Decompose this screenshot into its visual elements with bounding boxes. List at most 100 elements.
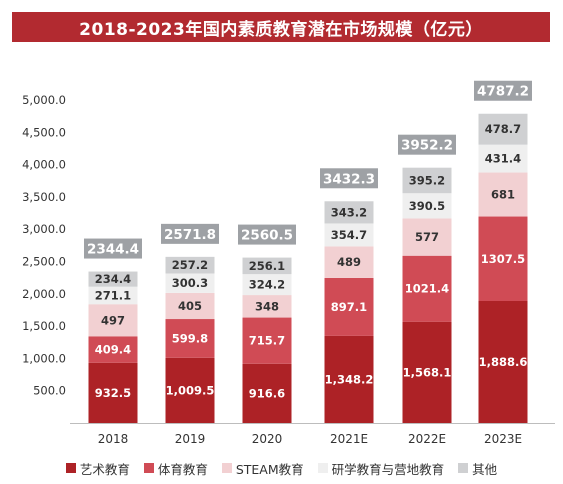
legend-label-study-camp: 研学教育与营地教育 bbox=[331, 461, 445, 477]
bar-segment bbox=[478, 216, 528, 301]
data-label: 681 bbox=[491, 188, 515, 202]
y-tick-label: 500.0 bbox=[33, 384, 66, 398]
x-tick-label: 2021E bbox=[330, 432, 368, 446]
data-label: 390.5 bbox=[409, 199, 445, 213]
bar-segment bbox=[402, 255, 452, 322]
bar-segment bbox=[88, 362, 138, 423]
bar-segment bbox=[324, 246, 374, 278]
bar-segment bbox=[324, 277, 374, 336]
bar-segment bbox=[478, 172, 528, 217]
bar-segment bbox=[88, 304, 138, 337]
legend-item-steam: STEAM教育 bbox=[221, 459, 304, 478]
y-tick-label: 4,500.0 bbox=[22, 125, 66, 139]
data-label: 257.2 bbox=[172, 258, 208, 272]
chart-title: 2018-2023年国内素质教育潜在市场规模（亿元） bbox=[12, 12, 550, 42]
legend-label-steam: STEAM教育 bbox=[235, 461, 304, 477]
legend-item-art: 艺术教育 bbox=[65, 459, 130, 478]
data-label: 897.1 bbox=[331, 300, 367, 314]
total-badge bbox=[161, 223, 219, 244]
bar-segment bbox=[165, 273, 215, 293]
data-label: 234.4 bbox=[95, 272, 131, 286]
data-label: 300.3 bbox=[172, 276, 208, 290]
data-label: 431.4 bbox=[485, 152, 521, 166]
bar-segment bbox=[88, 271, 138, 287]
data-label: 497 bbox=[101, 313, 125, 327]
legend-label-other: 其他 bbox=[472, 461, 498, 477]
data-label: 1,009.5 bbox=[166, 383, 215, 397]
total-badge bbox=[320, 168, 378, 189]
total-label: 2344.4 bbox=[87, 242, 139, 258]
legend-item-other: 其他 bbox=[458, 459, 497, 478]
legend-swatch-steam bbox=[221, 463, 232, 473]
y-tick-label: 2,000.0 bbox=[22, 287, 66, 301]
legend-item-study-camp: 研学教育与营地教育 bbox=[317, 459, 445, 478]
bar-segment bbox=[478, 113, 528, 145]
total-badge bbox=[84, 238, 142, 259]
legend-swatch-art bbox=[65, 463, 76, 473]
y-tick-label: 1,500.0 bbox=[22, 319, 66, 333]
total-label: 3432.3 bbox=[323, 171, 375, 187]
bar-segment bbox=[242, 317, 292, 364]
bar-segment bbox=[402, 167, 452, 194]
bar-segment bbox=[242, 363, 292, 423]
data-label: 395.2 bbox=[409, 173, 445, 187]
x-tick-label: 2022E bbox=[408, 432, 446, 446]
y-tick-label: 5,000.0 bbox=[22, 93, 66, 107]
legend-label-art: 艺术教育 bbox=[79, 461, 130, 477]
data-label: 348 bbox=[255, 299, 279, 313]
data-label: 1021.4 bbox=[405, 282, 449, 296]
x-tick-label: 2018 bbox=[98, 432, 129, 446]
bar-segment bbox=[165, 357, 215, 423]
y-tick-label: 3,000.0 bbox=[22, 222, 66, 236]
data-label: 489 bbox=[337, 255, 361, 269]
bar-segment bbox=[242, 295, 292, 318]
data-label: 409.4 bbox=[95, 343, 131, 357]
data-label: 715.7 bbox=[249, 334, 285, 348]
data-label: 478.7 bbox=[485, 122, 521, 136]
bar-segment bbox=[478, 144, 528, 173]
data-label: 324.2 bbox=[249, 278, 285, 292]
total-label: 2560.5 bbox=[241, 228, 293, 244]
bar-segment bbox=[402, 321, 452, 423]
x-tick-label: 2023E bbox=[484, 432, 522, 446]
y-tick-label: 1,000.0 bbox=[22, 351, 66, 365]
legend-swatch-other bbox=[458, 463, 469, 473]
data-label: 1307.5 bbox=[481, 252, 525, 266]
bar-segment bbox=[165, 256, 215, 274]
legend-item-sports: 体育教育 bbox=[143, 459, 208, 478]
y-tick-label: 4,000.0 bbox=[22, 158, 66, 172]
data-label: 1,348.2 bbox=[325, 372, 374, 386]
bar-segment bbox=[242, 274, 292, 296]
bar-segment bbox=[165, 319, 215, 358]
total-badge bbox=[474, 80, 532, 101]
legend-label-sports: 体育教育 bbox=[157, 461, 208, 477]
total-badge bbox=[238, 224, 296, 245]
bar-segment bbox=[88, 336, 138, 363]
data-label: 932.5 bbox=[95, 386, 131, 400]
data-label: 577 bbox=[415, 230, 439, 244]
data-label: 405 bbox=[178, 299, 202, 313]
total-label: 2571.8 bbox=[164, 227, 216, 243]
bar-segment bbox=[88, 286, 138, 305]
bar-segment bbox=[324, 335, 374, 423]
legend-swatch-sports bbox=[143, 463, 154, 473]
total-label: 3952.2 bbox=[401, 138, 453, 154]
bar-segment bbox=[165, 292, 215, 320]
x-tick-label: 2019 bbox=[175, 432, 206, 446]
x-tick-label: 2020 bbox=[252, 432, 283, 446]
bar-segment bbox=[402, 218, 452, 256]
bar-segment bbox=[324, 201, 374, 224]
total-label: 4787.2 bbox=[477, 84, 529, 100]
bar-segment bbox=[242, 257, 292, 275]
bar-segment bbox=[478, 300, 528, 423]
bar-segment bbox=[402, 193, 452, 219]
data-label: 271.1 bbox=[95, 288, 131, 302]
data-label: 916.6 bbox=[249, 386, 285, 400]
data-label: 1,888.6 bbox=[479, 355, 528, 369]
bar-segment bbox=[324, 223, 374, 247]
data-label: 1,568.1 bbox=[403, 365, 452, 379]
total-badge bbox=[398, 134, 456, 155]
y-tick-label: 3,500.0 bbox=[22, 190, 66, 204]
data-label: 343.2 bbox=[331, 205, 367, 219]
